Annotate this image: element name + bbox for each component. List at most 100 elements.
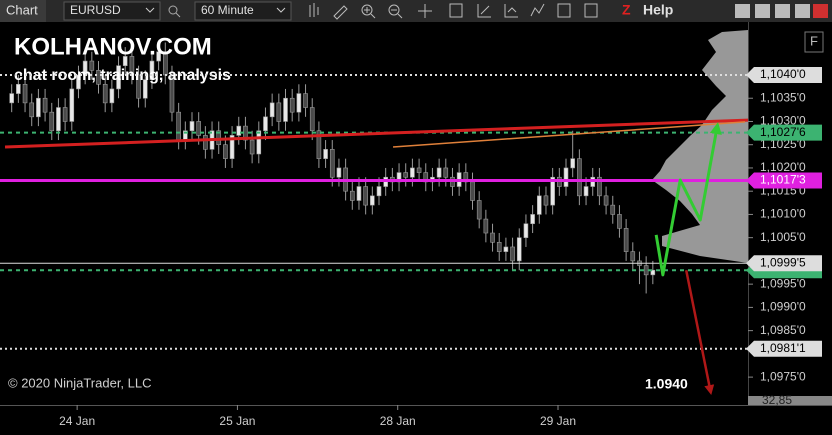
candle-body: [136, 74, 141, 99]
candle-body: [316, 130, 322, 159]
candle-body: [96, 70, 101, 85]
help-button[interactable]: Help: [643, 2, 673, 18]
candle-body: [643, 265, 649, 276]
arrow: [654, 122, 722, 277]
interval-select[interactable]: [194, 1, 292, 21]
panel-button-label[interactable]: F: [810, 33, 818, 48]
instrument-label[interactable]: EURUSD: [70, 3, 121, 17]
candle-body: [623, 228, 629, 252]
price-marker: [746, 255, 822, 272]
price-marker-label: 1,1017'3: [760, 173, 806, 187]
arrow: [684, 269, 715, 396]
search-icon[interactable]: [168, 5, 178, 15]
volume-label-box: [748, 396, 832, 405]
candle-body: [583, 186, 589, 197]
candle-body: [436, 167, 442, 178]
price-marker-label: 1,1027'6: [760, 125, 806, 139]
candle-body: [329, 149, 335, 178]
trend-line: [4, 118, 749, 149]
window-button[interactable]: [775, 4, 790, 18]
price-marker: [746, 66, 822, 83]
candle-body: [196, 121, 201, 136]
candle-body: [503, 246, 509, 252]
candle-body: [516, 237, 522, 262]
candle-body: [483, 218, 489, 234]
candle-body: [570, 158, 575, 169]
candle-body: [510, 246, 515, 262]
x-tick-label: 29 Jan: [540, 414, 576, 428]
candle-body: [597, 176, 602, 197]
watermark-title: KOLHANOV.COM: [14, 33, 212, 60]
candle-body: [289, 97, 295, 113]
candle-body: [236, 125, 242, 136]
candle-body: [370, 195, 375, 206]
instrument-select[interactable]: [63, 1, 161, 21]
candle-body: [496, 242, 502, 252]
interval-label[interactable]: 60 Minute: [201, 3, 254, 17]
candle-body: [89, 60, 95, 71]
y-tick-label: 1,0975'0: [760, 369, 806, 383]
x-tick-label: 24 Jan: [59, 414, 95, 428]
close-button[interactable]: [813, 4, 828, 18]
candle-body: [142, 79, 148, 99]
candle-body: [363, 186, 368, 206]
panel-button[interactable]: [804, 31, 824, 53]
candle-body: [256, 130, 262, 155]
chart-tab[interactable]: [0, 0, 46, 22]
search-icon-handle: [175, 12, 181, 18]
candle-body: [650, 269, 656, 276]
candle-body: [630, 251, 636, 262]
candle-body: [22, 83, 28, 104]
candle-body: [149, 60, 155, 80]
candle-body: [49, 111, 55, 132]
y-tick-label: 1,0995'0: [760, 276, 806, 290]
candle-body: [69, 88, 75, 122]
candle-body: [490, 232, 495, 243]
price-marker-label: 1,0981'1: [760, 341, 806, 355]
candle-body: [323, 149, 328, 159]
candle-body: [223, 144, 228, 159]
y-tick-label: 1,1035'0: [760, 90, 806, 104]
candle-body: [577, 158, 582, 197]
window-button[interactable]: [795, 4, 810, 18]
z-button[interactable]: Z: [622, 2, 631, 18]
candle-body: [116, 65, 121, 90]
candle-body: [416, 167, 422, 173]
candle-body: [269, 102, 275, 118]
window-button[interactable]: [755, 4, 770, 18]
candle-body: [283, 97, 288, 122]
y-tick-label: 1,1030'0: [760, 114, 806, 128]
candle-body: [263, 116, 268, 132]
candle-body: [9, 93, 14, 104]
chart-tab-label[interactable]: Chart: [6, 2, 38, 17]
volume-label: 32,85: [762, 393, 792, 407]
price-marker-label: 1,1040'0: [760, 67, 806, 81]
price-marker-label: 1,0999'5: [760, 255, 806, 269]
window-button[interactable]: [735, 4, 750, 18]
price-marker: [746, 340, 822, 357]
candle-body: [617, 214, 622, 229]
candle-body: [376, 186, 382, 197]
price-marker: [746, 124, 822, 141]
candle-body: [303, 93, 308, 108]
candle-body: [189, 121, 195, 132]
candle-body: [410, 167, 415, 178]
tool-icons[interactable]: [309, 3, 598, 20]
candle-body: [29, 102, 35, 118]
candle-body: [603, 195, 609, 206]
candle-body: [109, 88, 115, 104]
price-marker: [746, 172, 822, 189]
candle-body: [336, 167, 342, 178]
candle-body: [550, 176, 555, 206]
dropdown-arrow: [276, 7, 286, 13]
candle-body: [203, 135, 208, 150]
candle-body: [309, 107, 315, 132]
y-tick-label: 1,1010'0: [760, 207, 806, 221]
target-annotation: 1.0940: [645, 376, 688, 392]
trend-line: [392, 121, 746, 148]
candle-body: [16, 83, 21, 94]
x-tick-label: 28 Jan: [380, 414, 416, 428]
candle-body: [476, 200, 482, 220]
